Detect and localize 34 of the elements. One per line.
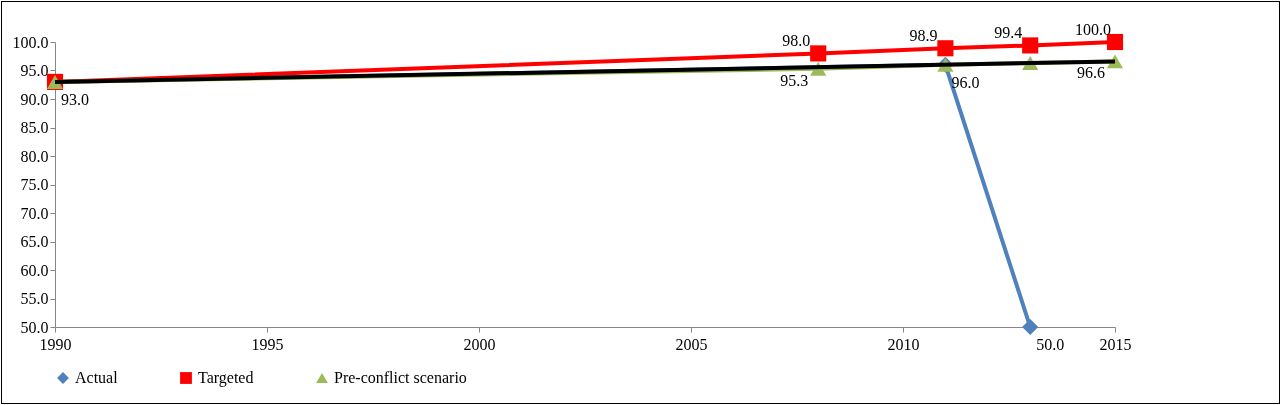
legend-label: Actual xyxy=(75,369,119,386)
y-tick-label: 85.0 xyxy=(20,119,49,136)
data-label: 98.0 xyxy=(782,32,811,50)
x-tick-label: 2015 xyxy=(1099,335,1132,353)
legend-label: Pre-conflict scenario xyxy=(334,369,467,386)
y-tick-label: 75.0 xyxy=(20,176,49,193)
point xyxy=(810,45,827,62)
y-tick-label: 65.0 xyxy=(20,233,49,250)
data-label: 100.0 xyxy=(1075,21,1111,38)
data-label: 99.4 xyxy=(994,24,1023,42)
x-tick-label: 2005 xyxy=(675,335,708,353)
data-label: 96.6 xyxy=(1077,64,1105,82)
y-tick-label: 95.0 xyxy=(20,62,49,79)
x-tick-label: 2010 xyxy=(887,335,920,353)
y-tick-label: 70.0 xyxy=(20,204,49,222)
point xyxy=(937,40,954,57)
point xyxy=(1022,318,1039,336)
y-tick-label: 90.0 xyxy=(20,90,49,108)
data-label: 98.9 xyxy=(909,27,938,45)
point xyxy=(1106,33,1124,51)
data-label: 96.0 xyxy=(951,73,980,91)
legend-label: Targeted xyxy=(198,369,254,387)
y-tick-label: 55.0 xyxy=(20,290,49,307)
point xyxy=(1022,37,1039,54)
y-tick-label: 100.0 xyxy=(12,33,49,51)
y-tick-label: 60.0 xyxy=(20,261,49,279)
data-label: 93.0 xyxy=(61,90,89,108)
y-tick-label: 50.0 xyxy=(20,318,49,336)
x-tick-label: 1995 xyxy=(251,335,284,353)
data-label: 50.0 xyxy=(1036,336,1065,353)
x-tick-label: 2000 xyxy=(463,335,496,353)
y-tick-label: 80.0 xyxy=(20,147,49,165)
data-label: 95.3 xyxy=(780,71,809,89)
x-tick-label: 1990 xyxy=(39,335,72,353)
